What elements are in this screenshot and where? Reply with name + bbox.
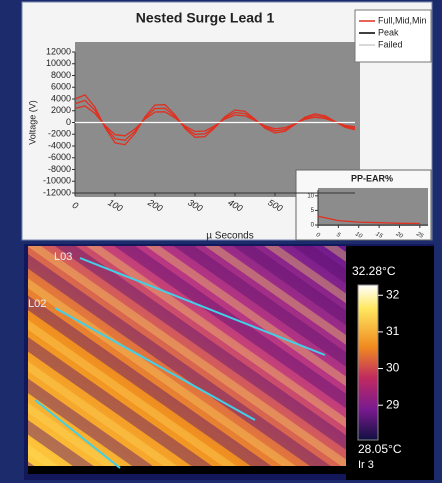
measure-line xyxy=(34,399,121,469)
measure-line xyxy=(54,307,256,421)
y-tick-label: 10 xyxy=(307,193,314,199)
y-tick-label: 0 xyxy=(311,223,315,229)
thermal-footer xyxy=(28,466,346,474)
x-tick-label: 15 xyxy=(374,231,383,240)
x-tick-label: 10 xyxy=(354,231,363,240)
legend-label: Peak xyxy=(378,27,399,37)
chart-title: PP-EAR% xyxy=(351,173,393,183)
y-tick-label: 8000 xyxy=(51,70,71,80)
colorbar-tick-label: 30 xyxy=(386,361,400,375)
series-line xyxy=(74,105,356,137)
colorbar-min: 28.05°C xyxy=(358,442,402,456)
thermal-stripes xyxy=(28,246,346,474)
series-line xyxy=(74,99,356,141)
y-tick-label: -2000 xyxy=(48,129,71,139)
series-line xyxy=(317,215,420,225)
y-tick-label: 6000 xyxy=(51,82,71,92)
measure-line xyxy=(79,257,326,356)
y-tick-label: -10000 xyxy=(43,176,71,186)
series-line xyxy=(74,94,356,146)
y-tick-label: 2000 xyxy=(51,105,71,115)
colorbar-tick-label: 31 xyxy=(386,324,400,338)
y-tick-label: -12000 xyxy=(43,187,71,197)
line-label: L02 xyxy=(28,298,46,310)
y-tick-label: 12000 xyxy=(46,46,71,56)
image-tag: Ir 3 xyxy=(358,459,374,471)
x-tick-label: 5 xyxy=(335,232,341,239)
x-axis-label: µ Seconds xyxy=(206,231,253,242)
y-tick-label: 10000 xyxy=(46,58,71,68)
x-tick-label: 25 xyxy=(414,231,424,240)
legend-label: Full,Mid,Min xyxy=(378,15,427,25)
y-tick-label: -8000 xyxy=(48,164,71,174)
colorbar-tick-label: 32 xyxy=(386,287,400,301)
colorbar-tick-label: 29 xyxy=(386,397,400,411)
y-tick-label: -6000 xyxy=(48,152,71,162)
x-tick-label: 0 xyxy=(71,200,80,211)
y-tick-label: 0 xyxy=(66,117,71,127)
colorbar xyxy=(357,284,379,441)
y-axis-label: Voltage (V) xyxy=(27,100,37,145)
legend-label: Failed xyxy=(378,39,403,49)
chart-title: Nested Surge Lead 1 xyxy=(136,10,275,26)
x-tick-label: 20 xyxy=(394,231,404,240)
legend-box xyxy=(354,9,432,63)
y-tick-label: -4000 xyxy=(48,140,71,150)
colorbar-max: 32.28°C xyxy=(352,264,396,278)
x-tick-label: 0 xyxy=(315,232,321,239)
y-tick-label: 5 xyxy=(311,208,315,214)
line-label: L03 xyxy=(54,251,72,263)
y-tick-label: 4000 xyxy=(51,93,71,103)
